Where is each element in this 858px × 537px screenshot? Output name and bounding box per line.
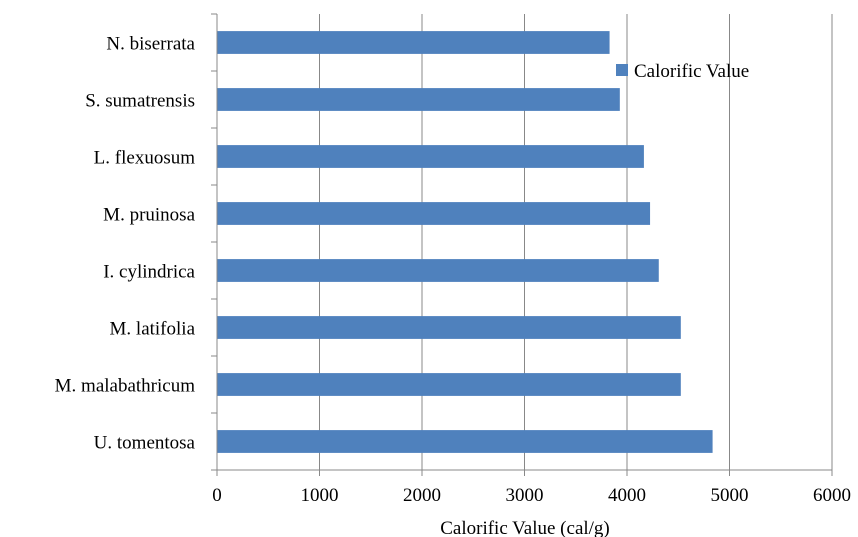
x-tick-label-6: 6000: [813, 485, 851, 506]
x-tick-label-1: 1000: [301, 485, 339, 506]
category-label-1: S. sumatrensis: [85, 91, 195, 112]
x-tick-label-3: 3000: [506, 485, 544, 506]
legend: Calorific Value: [616, 61, 749, 82]
x-tick-label-5: 5000: [711, 485, 749, 506]
x-tick-label-0: 0: [212, 485, 222, 506]
category-label-0: N. biserrata: [106, 34, 195, 55]
bars: [217, 31, 713, 453]
legend-label: Calorific Value: [634, 61, 749, 82]
bar-6: [217, 373, 681, 396]
x-tick-label-2: 2000: [403, 485, 441, 506]
bar-0: [217, 31, 610, 54]
y-axis: N. biserrata S. sumatrensis L. flexuosum M.…: [55, 13, 218, 471]
category-label-4: I. cylindrica: [103, 262, 195, 283]
category-label-6: M. malabathricum: [55, 376, 196, 397]
legend-swatch: [616, 64, 628, 76]
bar-2: [217, 145, 644, 168]
category-label-5: M. latifolia: [110, 319, 196, 340]
gridlines: [319, 14, 833, 470]
bar-3: [217, 202, 651, 225]
bar-4: [217, 259, 659, 282]
bar-1: [217, 88, 620, 111]
bar-7: [217, 430, 713, 453]
x-axis-title: Calorific Value (cal/g): [440, 518, 610, 537]
bar-5: [217, 316, 681, 339]
category-label-7: U. tomentosa: [94, 433, 196, 454]
x-axis: 0 1000 2000 3000 4000 5000 6000: [212, 469, 851, 506]
category-label-3: M. pruinosa: [103, 205, 195, 226]
category-label-2: L. flexuosum: [94, 148, 196, 169]
x-tick-label-4: 4000: [608, 485, 646, 506]
